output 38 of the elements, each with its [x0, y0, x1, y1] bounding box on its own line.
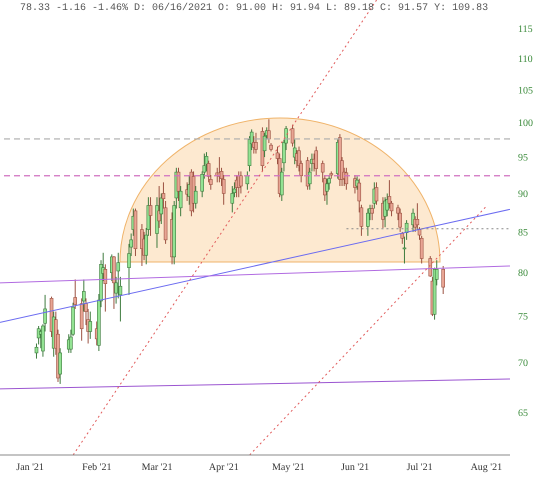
x-tick-label: Jul '21 — [406, 462, 433, 474]
candlestick — [239, 170, 243, 194]
y-tick-label: 70 — [518, 358, 528, 370]
candlestick — [325, 178, 329, 206]
x-tick-label: Jan '21 — [16, 462, 44, 474]
y-tick-label: 90 — [518, 189, 528, 200]
candlestick — [290, 124, 294, 148]
candlestick — [58, 348, 62, 384]
candlestick — [230, 186, 234, 213]
candlestick — [441, 265, 445, 295]
x-tick-label: Apr '21 — [208, 462, 239, 474]
x-tick-label: Mar '21 — [142, 462, 173, 474]
x-tick-label: Feb '21 — [82, 462, 112, 474]
candlestick — [82, 278, 86, 312]
candlestick — [104, 264, 108, 312]
x-tick-label: Aug '21 — [470, 462, 502, 474]
candlestick — [254, 132, 258, 154]
candlestick — [398, 208, 402, 232]
y-tick-label: 115 — [518, 24, 533, 36]
candlestick — [428, 256, 432, 278]
y-tick-label: 110 — [518, 54, 533, 66]
candlestick — [374, 182, 378, 206]
y-tick-label: 100 — [518, 118, 533, 130]
candlestick — [176, 167, 180, 202]
candlestick — [194, 186, 198, 210]
candlestick — [88, 311, 92, 340]
y-tick-label: 85 — [518, 227, 528, 238]
candlestick — [73, 278, 78, 310]
y-tick-label: 65 — [518, 408, 528, 419]
chart-title: 78.33 -1.16 -1.46% D: 06/16/2021 O: 91.00 H: 91.94 L: 89.18 C: 91.57 Y: 109.83 — [20, 3, 488, 14]
y-tick-label: 75 — [518, 312, 528, 323]
y-tick-label: 95 — [518, 152, 528, 164]
y-tick-label: 80 — [518, 268, 528, 280]
x-tick-label: Jun '21 — [340, 462, 370, 474]
candlestick — [314, 146, 318, 176]
x-tick-label: May '21 — [272, 462, 305, 474]
candlestick — [366, 208, 370, 236]
y-tick-label: 105 — [518, 85, 533, 96]
